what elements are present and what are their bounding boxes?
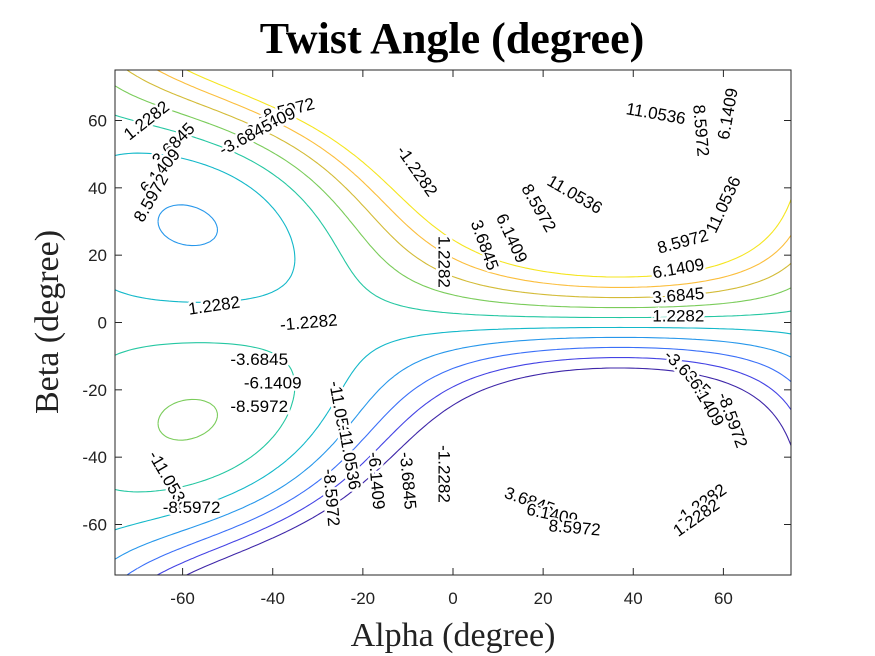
contour-level-8 (126, 69, 792, 299)
x-tick-label: 40 (624, 589, 643, 608)
contour-label: -8.5972 (163, 498, 221, 517)
contour-label: 1.2282 (652, 306, 704, 325)
contour-lines (114, 69, 792, 576)
contour-label: -3.6845 (230, 350, 288, 369)
contour-level-6 (114, 114, 792, 493)
plot-area (115, 70, 791, 575)
contour-label: -1.2282 (435, 445, 454, 503)
x-axis-ticks: -60 -40 -20 0 20 40 60 (170, 70, 733, 608)
y-axis-label: Beta (degree) (29, 230, 66, 414)
x-tick-label: 20 (534, 589, 553, 608)
y-tick-label: 40 (88, 179, 107, 198)
contour-level-7 (114, 85, 792, 441)
contour-level-9 (157, 69, 792, 288)
contour-level-2 (157, 357, 792, 576)
x-tick-label: -40 (260, 589, 285, 608)
contour-label: 1.2282 (435, 236, 454, 288)
x-tick-label: 60 (714, 589, 733, 608)
contour-level-10 (186, 69, 792, 278)
y-tick-label: 60 (88, 112, 107, 131)
chart-title: Twist Angle (degree) (260, 14, 645, 63)
y-tick-label: -60 (82, 516, 107, 535)
y-tick-label: 20 (88, 246, 107, 265)
x-axis-label: Alpha (degree) (351, 617, 556, 654)
contour-label: -6.1409 (244, 374, 302, 393)
x-tick-label: 0 (448, 589, 457, 608)
y-axis-ticks: -60 -40 -20 0 20 40 60 (82, 112, 791, 535)
y-tick-label: -20 (82, 381, 107, 400)
y-tick-label: 0 (98, 314, 107, 333)
contour-level-5 (114, 152, 792, 531)
x-tick-label: -60 (170, 589, 195, 608)
contour-label: 8.5972 (548, 516, 601, 539)
contour-label: -8.5972 (230, 397, 288, 416)
contour-level-4 (114, 204, 792, 560)
x-tick-label: -20 (351, 589, 376, 608)
y-tick-label: -40 (82, 448, 107, 467)
